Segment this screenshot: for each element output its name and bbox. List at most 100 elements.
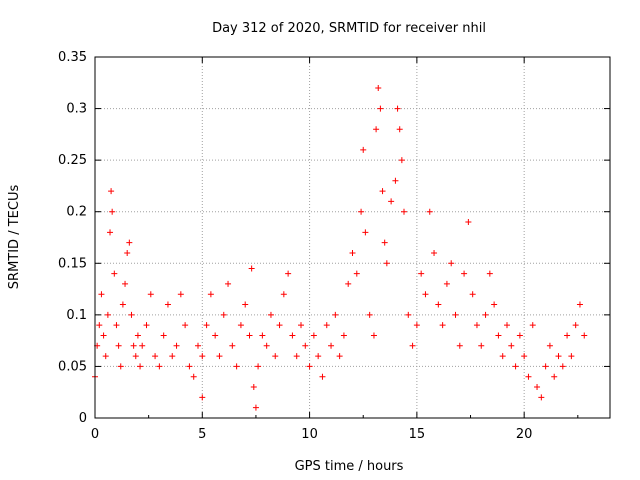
- x-tick-label: 0: [91, 427, 99, 442]
- y-tick-label: 0.15: [58, 256, 87, 271]
- data-point: [353, 270, 360, 277]
- data-point: [332, 311, 339, 318]
- data-point: [302, 342, 309, 349]
- data-point: [542, 363, 549, 370]
- data-point: [272, 353, 279, 360]
- data-point: [152, 353, 159, 360]
- data-point: [212, 332, 219, 339]
- data-point: [130, 342, 137, 349]
- data-point: [448, 260, 455, 267]
- data-point: [267, 311, 274, 318]
- data-point: [431, 249, 438, 256]
- data-point: [280, 291, 287, 298]
- data-point: [461, 270, 468, 277]
- data-point: [388, 198, 395, 205]
- data-point: [104, 311, 111, 318]
- data-point: [525, 373, 532, 380]
- data-point: [310, 332, 317, 339]
- data-point: [186, 363, 193, 370]
- data-point: [516, 332, 523, 339]
- data-point: [250, 384, 257, 391]
- data-point: [252, 404, 259, 411]
- data-point: [306, 363, 313, 370]
- data-point: [96, 322, 103, 329]
- data-point: [293, 353, 300, 360]
- data-point: [512, 363, 519, 370]
- data-point: [111, 270, 118, 277]
- x-axis-label: GPS time / hours: [295, 459, 404, 474]
- data-point: [504, 322, 510, 329]
- data-point: [555, 353, 562, 360]
- data-point: [394, 105, 401, 112]
- y-tick-label: 0.1: [66, 308, 87, 323]
- data-point: [439, 322, 446, 329]
- data-point: [398, 157, 405, 164]
- data-point: [495, 332, 502, 339]
- y-tick-label: 0.25: [58, 153, 87, 168]
- data-point: [298, 322, 304, 329]
- data-point: [551, 373, 558, 380]
- data-point: [109, 208, 116, 215]
- y-tick-label: 0.3: [66, 102, 87, 117]
- data-point: [392, 177, 399, 184]
- data-point: [147, 291, 154, 298]
- data-point: [190, 373, 197, 380]
- data-points: [92, 84, 588, 411]
- data-point: [115, 342, 122, 349]
- data-point: [435, 301, 442, 308]
- data-point: [381, 239, 388, 246]
- data-point: [576, 301, 583, 308]
- x-tick-label: 10: [301, 427, 318, 442]
- data-point: [169, 353, 176, 360]
- data-point: [508, 342, 515, 349]
- data-point: [340, 332, 347, 339]
- data-point: [465, 219, 472, 226]
- data-point: [396, 126, 403, 133]
- data-point: [418, 270, 425, 277]
- data-point: [559, 363, 566, 370]
- data-point: [119, 301, 126, 308]
- data-point: [349, 249, 356, 256]
- data-point: [108, 188, 115, 195]
- data-point: [413, 322, 420, 329]
- grid-lines: [95, 57, 610, 418]
- data-point: [473, 322, 480, 329]
- data-point: [289, 332, 296, 339]
- data-point: [486, 270, 493, 277]
- data-point: [100, 332, 107, 339]
- data-point: [203, 322, 210, 329]
- data-point: [401, 208, 407, 215]
- data-point: [134, 332, 141, 339]
- data-point: [98, 291, 105, 298]
- data-point: [405, 311, 412, 318]
- data-point: [319, 373, 326, 380]
- data-point: [328, 342, 335, 349]
- data-point: [409, 342, 416, 349]
- data-point: [521, 353, 528, 360]
- data-point: [546, 342, 553, 349]
- data-point: [199, 353, 206, 360]
- chart-title: Day 312 of 2020, SRMTID for receiver nhi…: [212, 21, 486, 36]
- data-point: [538, 394, 545, 401]
- data-point: [581, 332, 588, 339]
- data-point: [456, 342, 463, 349]
- data-point: [255, 363, 262, 370]
- data-point: [122, 280, 129, 287]
- data-point: [237, 322, 244, 329]
- plot-frame: [94, 56, 611, 419]
- data-point: [370, 332, 377, 339]
- y-tick-label: 0.35: [58, 50, 87, 65]
- data-point: [182, 322, 189, 329]
- data-point: [276, 322, 283, 329]
- data-point: [216, 353, 223, 360]
- data-point: [164, 301, 171, 308]
- data-point: [529, 322, 536, 329]
- x-tick-label: 20: [516, 427, 533, 442]
- data-point: [220, 311, 227, 318]
- data-point: [478, 342, 485, 349]
- data-point: [117, 363, 124, 370]
- data-point: [373, 126, 380, 133]
- data-point: [491, 301, 498, 308]
- data-point: [233, 363, 240, 370]
